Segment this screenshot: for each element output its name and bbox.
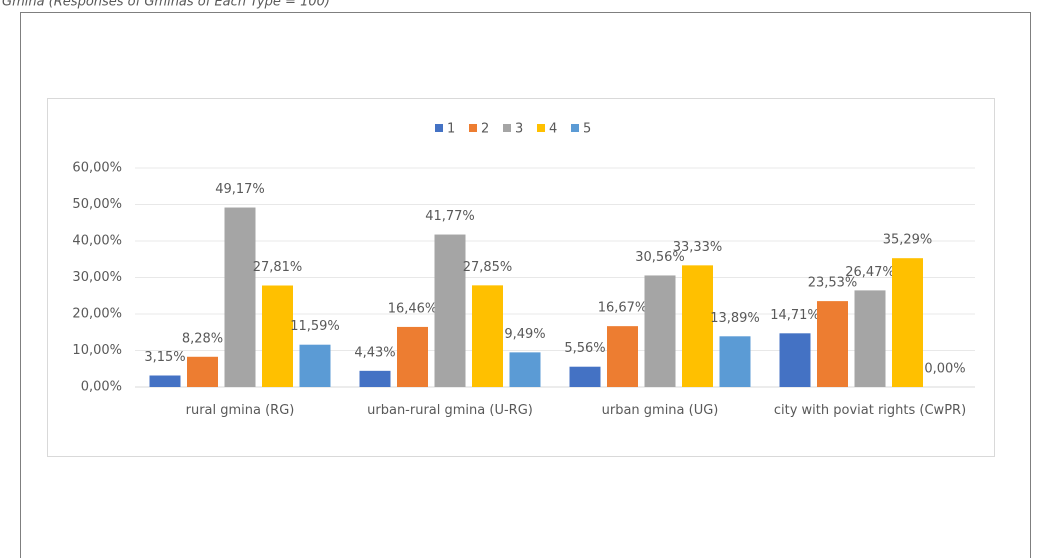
y-tick-label: 50,00% [72,197,122,212]
data-label: 13,89% [710,311,760,326]
bar [779,333,811,387]
bar [299,344,331,387]
legend-swatch [537,124,545,132]
bar [607,326,638,387]
y-tick-label: 10,00% [72,343,122,358]
outer-frame [20,12,1031,558]
legend-swatch [503,124,511,132]
bar [509,352,541,387]
data-label: 8,28% [182,331,223,346]
bar [359,370,391,387]
data-label: 4,43% [354,345,395,360]
bar [434,234,466,387]
legend-label: 4 [549,122,557,137]
y-tick-label: 60,00% [72,161,122,176]
data-label: 30,56% [635,250,685,265]
bar [224,207,256,387]
y-tick-label: 40,00% [72,234,122,249]
legend-swatch [435,124,443,132]
data-label: 49,17% [215,182,265,197]
data-label: 14,71% [770,308,820,323]
data-label: 23,53% [808,276,858,291]
bar [682,265,713,387]
bar [719,336,751,387]
bar [854,290,886,387]
data-label: 11,59% [290,319,340,334]
x-tick-label: urban gmina (UG) [601,403,719,418]
data-label: 33,33% [673,240,723,255]
y-tick-label: 20,00% [72,307,122,322]
legend-label: 5 [583,122,591,137]
data-label: 27,85% [463,260,513,275]
bar [817,301,848,387]
x-tick-label: rural gmina (RG) [185,403,295,418]
bar [569,366,601,387]
data-label: 0,00% [924,362,965,377]
data-label: 16,67% [598,301,648,316]
bar [149,375,181,387]
y-tick-label: 30,00% [72,270,122,285]
bar [262,285,293,387]
data-label: 5,56% [564,341,605,356]
data-label: 41,77% [425,209,475,224]
y-tick-label: 0,00% [81,380,122,395]
legend-swatch [571,124,579,132]
bar [644,275,676,387]
data-label: 27,81% [253,260,303,275]
bar [892,258,923,387]
subtitle: Gmina (Responses of Gminas of Each Type … [2,0,330,10]
legend-label: 3 [515,122,523,137]
data-label: 3,15% [144,350,185,365]
legend-label: 2 [481,122,489,137]
legend-swatch [469,124,477,132]
bar [397,326,428,387]
data-label: 26,47% [845,265,895,280]
x-tick-label: urban-rural gmina (U-RG) [367,403,533,418]
bar [472,285,503,387]
data-label: 16,46% [388,301,438,316]
legend-label: 1 [447,122,455,137]
data-label: 35,29% [883,233,933,248]
bar [187,356,218,387]
x-tick-label: city with poviat rights (CwPR) [773,403,967,418]
data-label: 9,49% [504,327,545,342]
